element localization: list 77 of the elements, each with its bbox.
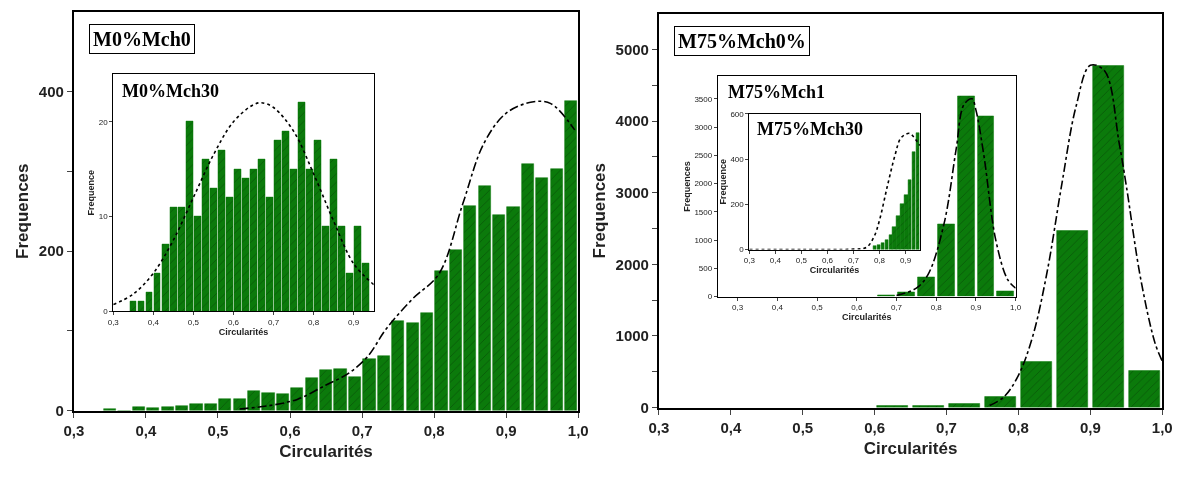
- x-tick-label: 0,7: [936, 418, 957, 436]
- y-tick-label: 2000: [615, 255, 649, 273]
- y-tick-label: 5000: [615, 40, 649, 58]
- x-tick-label: 0,3: [107, 317, 120, 327]
- x-tick-label: 0,6: [864, 418, 886, 436]
- x-tick-label: 0,8: [1008, 418, 1029, 436]
- x-tick-label: 0,4: [147, 317, 160, 327]
- chart-title: M0%Mch30: [122, 81, 219, 101]
- x-tick-label: 0,3: [648, 418, 670, 436]
- x-tick-label: 0,5: [811, 303, 824, 313]
- x-tick-label: 0,7: [351, 421, 373, 439]
- y-tick-label: 1000: [694, 235, 713, 245]
- chart-title: M75%Mch30: [757, 119, 863, 139]
- x-tick-label: 0,9: [970, 303, 983, 313]
- y-axis-title: Frequence: [717, 159, 728, 205]
- y-tick-label: 500: [698, 264, 713, 274]
- x-tick-label: 0,4: [769, 256, 782, 266]
- x-tick-label: 0,3: [743, 256, 756, 266]
- x-tick-label: 1,0: [1151, 418, 1173, 436]
- x-tick-label: 0,8: [930, 303, 943, 313]
- y-tick-label: 400: [38, 82, 64, 100]
- x-tick-label: 0,9: [348, 317, 360, 327]
- x-tick-label: 0,4: [135, 421, 158, 439]
- x-tick-label: 0,3: [63, 421, 85, 439]
- y-tick-label: 3000: [694, 122, 713, 132]
- x-tick-label: 0,9: [1079, 418, 1101, 436]
- x-tick-label: 0,8: [873, 256, 886, 266]
- x-tick-label: 0,5: [795, 256, 808, 266]
- y-tick-label: 20: [98, 117, 109, 127]
- x-tick-label: 0,5: [187, 317, 200, 327]
- x-tick-label: 0,8: [308, 317, 320, 327]
- x-tick-label: 0,6: [227, 317, 240, 327]
- x-tick-label: 0,6: [821, 256, 834, 266]
- text: M75%Mch0%: [678, 30, 806, 52]
- y-tick-label: 600: [730, 109, 745, 119]
- y-axis-title: Frequences: [681, 161, 692, 212]
- x-tick-label: 0,5: [207, 421, 229, 439]
- x-axis-title: Circularités: [863, 439, 958, 459]
- y-tick-label: 1500: [694, 207, 713, 217]
- y-tick-label: 10: [98, 212, 109, 222]
- y-tick-label: 4000: [615, 112, 649, 130]
- y-axis-title: Frequence: [86, 169, 97, 216]
- y-tick-label: 1000: [615, 327, 649, 345]
- y-tick-label: 200: [38, 242, 64, 260]
- x-tick-label: 1,0: [567, 421, 589, 439]
- x-tick-label: 0,6: [851, 303, 863, 313]
- x-tick-label: 0,4: [720, 418, 742, 436]
- x-tick-label: 0,3: [732, 303, 744, 313]
- y-tick-label: 2000: [694, 179, 713, 189]
- x-tick-label: 0,9: [899, 256, 912, 266]
- chart-title: M75%Mch1: [728, 82, 825, 102]
- x-axis-title: Circularités: [841, 312, 892, 323]
- y-tick-label: 3500: [694, 94, 713, 104]
- x-axis-title: Circularités: [218, 326, 269, 337]
- x-tick-label: 0,4: [771, 303, 784, 313]
- y-tick-label: 3000: [615, 184, 649, 202]
- x-axis-title: Circularités: [279, 442, 373, 462]
- y-tick-label: 0: [640, 398, 649, 416]
- y-tick-label: 0: [707, 292, 713, 302]
- x-tick-label: 0,6: [279, 421, 301, 439]
- text: M0%Mch0: [93, 28, 191, 50]
- y-axis-title: Frequences: [12, 163, 32, 259]
- y-tick-label: 0: [739, 245, 745, 255]
- x-tick-label: 1,0: [1010, 303, 1022, 313]
- x-tick-label: 0,5: [792, 418, 814, 436]
- x-tick-label: 0,8: [423, 421, 445, 439]
- y-tick-label: 400: [730, 154, 745, 164]
- y-tick-label: 0: [103, 306, 109, 316]
- x-axis-title: Circularités: [809, 265, 860, 276]
- x-tick-label: 0,7: [267, 317, 280, 327]
- x-tick-label: 0,7: [890, 303, 903, 313]
- x-tick-label: 0,7: [847, 256, 860, 266]
- y-tick-label: 0: [55, 401, 64, 419]
- x-tick-label: 0,9: [495, 421, 517, 439]
- y-tick-label: 2500: [694, 151, 713, 161]
- y-tick-label: 200: [730, 200, 745, 210]
- y-axis-title: Frequences: [589, 162, 609, 259]
